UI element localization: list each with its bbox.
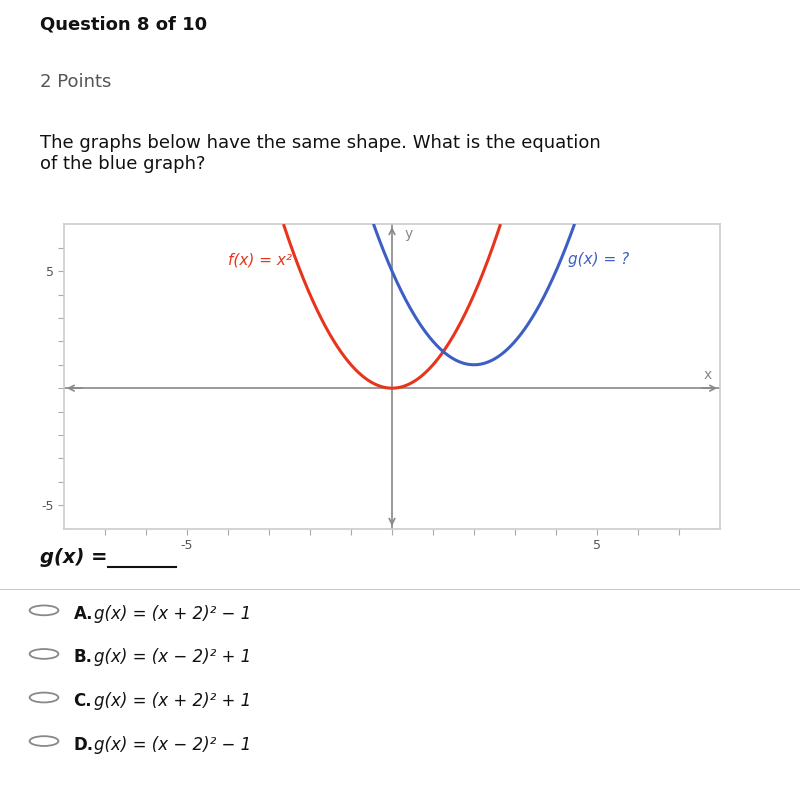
Text: g(x) =: g(x) = (40, 548, 114, 567)
Text: f(x) = x²: f(x) = x² (228, 252, 292, 268)
Text: g(x) = (x + 2)² − 1: g(x) = (x + 2)² − 1 (94, 605, 252, 623)
Text: A.: A. (74, 605, 93, 623)
Text: x: x (703, 368, 712, 382)
Text: g(x) = (x + 2)² + 1: g(x) = (x + 2)² + 1 (94, 692, 252, 710)
Text: 2 Points: 2 Points (40, 73, 111, 91)
Text: B.: B. (74, 649, 93, 666)
Text: g(x) = ?: g(x) = ? (568, 252, 630, 268)
Text: g(x) = (x − 2)² + 1: g(x) = (x − 2)² + 1 (94, 649, 252, 666)
Text: D.: D. (74, 735, 94, 754)
Text: y: y (404, 227, 413, 240)
Text: Question 8 of 10: Question 8 of 10 (40, 15, 207, 33)
Text: C.: C. (74, 692, 92, 710)
Text: g(x) = (x − 2)² − 1: g(x) = (x − 2)² − 1 (94, 735, 252, 754)
Text: The graphs below have the same shape. What is the equation
of the blue graph?: The graphs below have the same shape. Wh… (40, 134, 601, 173)
